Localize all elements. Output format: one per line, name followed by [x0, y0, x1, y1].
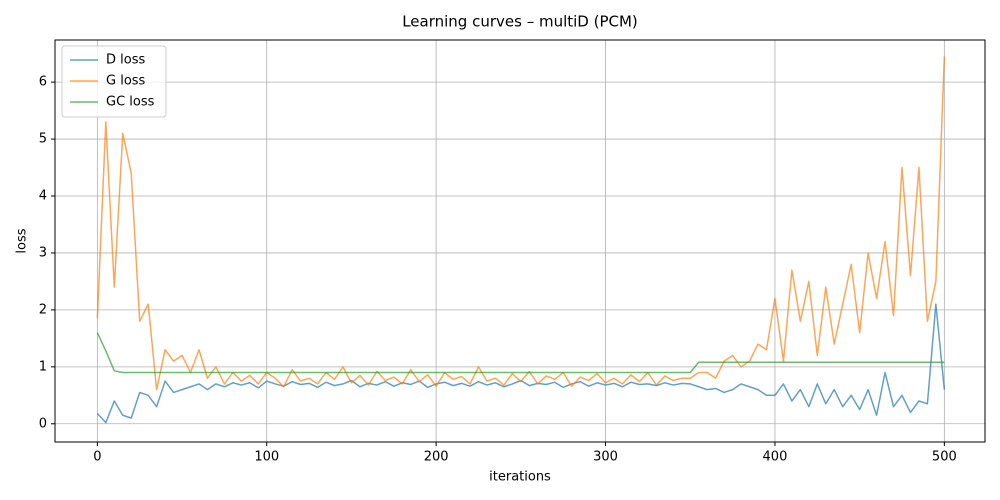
plot-frame — [54, 39, 986, 443]
series-line — [96, 303, 946, 424]
y-tick-label: 0 — [39, 416, 47, 431]
legend-label: G loss — [106, 74, 146, 89]
series-line — [96, 332, 945, 374]
legend: D loss G loss GC loss — [61, 45, 167, 118]
legend-label: D loss — [106, 53, 145, 68]
y-tick-label: 1 — [39, 359, 47, 374]
x-tick-label: 100 — [254, 450, 279, 465]
y-tick-label: 3 — [39, 245, 47, 260]
x-tick-label: 200 — [424, 450, 449, 465]
y-tick-label: 4 — [39, 189, 47, 204]
x-axis-label: iterations — [489, 470, 551, 485]
chart-title: Learning curves – multiD (PCM) — [402, 13, 638, 31]
y-tick-label: 2 — [39, 302, 47, 317]
y-tick-label: 6 — [39, 75, 47, 90]
series-line — [96, 56, 946, 391]
x-tick-label: 0 — [93, 450, 101, 465]
legend-label: GC loss — [106, 95, 155, 110]
x-tick-label: 400 — [763, 450, 788, 465]
y-axis-label: loss — [15, 228, 30, 253]
legend-box — [61, 45, 167, 118]
x-tick-label: 500 — [932, 450, 957, 465]
x-tick-label: 300 — [593, 450, 618, 465]
y-tick-label: 5 — [39, 132, 47, 147]
